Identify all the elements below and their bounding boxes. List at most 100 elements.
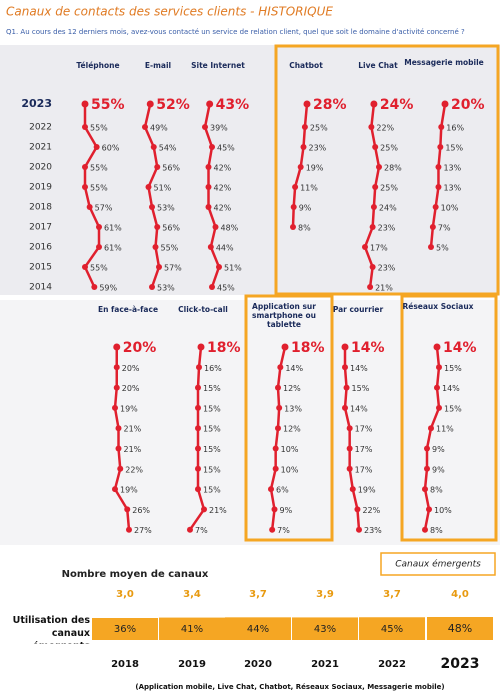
value-dot [187, 526, 193, 533]
value-label: 52% [156, 97, 190, 113]
value-label: 15% [444, 404, 462, 413]
value-dot [303, 100, 311, 108]
value-label: 19% [358, 486, 376, 495]
value-label: 55% [90, 184, 108, 193]
value-label: 13% [443, 164, 461, 173]
value-label: 42% [214, 204, 232, 213]
value-dot [195, 425, 201, 432]
value-dot [202, 124, 208, 130]
usage-bar [359, 617, 425, 640]
value-label: 7% [195, 526, 208, 535]
value-dot [150, 144, 157, 150]
value-label: 6% [276, 486, 289, 495]
value-dot [212, 224, 219, 230]
value-label: 28% [313, 97, 347, 113]
value-dot [376, 164, 382, 170]
value-dot [112, 404, 118, 411]
average-value: 3,9 [316, 589, 334, 600]
value-label: 55% [161, 244, 179, 253]
value-label: 15% [445, 144, 463, 153]
channel-name: E-mail [145, 61, 171, 70]
value-label: 45% [217, 144, 235, 153]
value-label: 25% [380, 184, 398, 193]
value-dot [149, 284, 155, 290]
value-label: 15% [203, 425, 221, 434]
value-label: 61% [104, 224, 122, 233]
value-dot [275, 384, 281, 391]
value-dot [372, 184, 379, 190]
value-dot [82, 184, 88, 190]
value-label: 20% [122, 364, 140, 373]
value-dot [207, 244, 214, 250]
value-label: 24% [379, 204, 397, 213]
trend-line [343, 347, 361, 530]
usage-label: 41% [181, 624, 203, 635]
value-dot [113, 343, 121, 351]
value-label: 15% [352, 384, 370, 393]
value-dot [346, 425, 353, 432]
value-dot [349, 486, 356, 493]
value-dot [343, 384, 350, 391]
value-label: 19% [120, 486, 138, 495]
value-label: 12% [283, 425, 301, 434]
value-label: 42% [214, 164, 232, 173]
note: (Application mobile, Live Chat, Chatbot,… [135, 683, 444, 691]
average-value: 3,7 [249, 589, 267, 600]
year-label: 2017 [29, 223, 52, 233]
value-label: 49% [150, 124, 168, 133]
channel-name-box: Réseaux Sociaux [402, 302, 473, 311]
value-dot [268, 486, 274, 493]
value-label: 14% [351, 340, 385, 356]
value-label: 9% [280, 506, 293, 515]
year-label: 2018 [111, 659, 139, 670]
value-dot [436, 364, 442, 371]
value-dot [209, 284, 215, 290]
value-dot [301, 124, 308, 130]
trend-line [83, 104, 101, 288]
value-dot [281, 343, 289, 351]
value-dot [292, 184, 299, 190]
value-label: 9% [432, 465, 445, 474]
emerging-label: Canaux émergents [395, 559, 481, 570]
value-dot [195, 465, 201, 472]
value-label: 23% [378, 224, 396, 233]
value-dot [356, 526, 362, 533]
value-dot [82, 264, 88, 270]
value-label: 16% [204, 364, 222, 373]
value-dot [195, 384, 201, 391]
value-label: 15% [203, 465, 221, 474]
value-dot [113, 364, 120, 371]
average-value: 3,0 [116, 589, 134, 600]
emerging-box-social [400, 294, 498, 542]
value-dot [424, 445, 430, 452]
value-label: 14% [350, 404, 368, 413]
value-label: 61% [104, 244, 122, 253]
value-label: 15% [203, 445, 221, 454]
average-title: Nombre moyen de canaux [62, 569, 209, 580]
value-dot [300, 144, 307, 150]
value-label: 51% [224, 264, 242, 273]
value-dot [428, 244, 434, 250]
value-dot [341, 343, 349, 351]
value-dot [435, 164, 442, 170]
title: Canaux de contacts des services clients … [6, 5, 333, 19]
year-label: 2021 [311, 659, 339, 670]
usage-bar [92, 618, 158, 640]
value-label: 21% [209, 506, 227, 515]
value-dot [196, 364, 202, 371]
year-label: 2016 [29, 243, 52, 253]
value-label: 55% [90, 124, 108, 133]
channel-name: Chatbot [289, 61, 323, 70]
value-dot [346, 465, 353, 472]
value-dot [422, 486, 428, 493]
value-label: 18% [291, 340, 325, 356]
usage-label: 48% [448, 622, 472, 635]
year-label: 2023 [441, 656, 480, 672]
value-label: 56% [162, 164, 180, 173]
value-dot [145, 184, 152, 190]
value-label: 60% [102, 144, 120, 153]
value-dot [441, 100, 449, 108]
value-dot [436, 404, 442, 411]
value-dot [369, 264, 376, 270]
trend-line [113, 347, 131, 530]
